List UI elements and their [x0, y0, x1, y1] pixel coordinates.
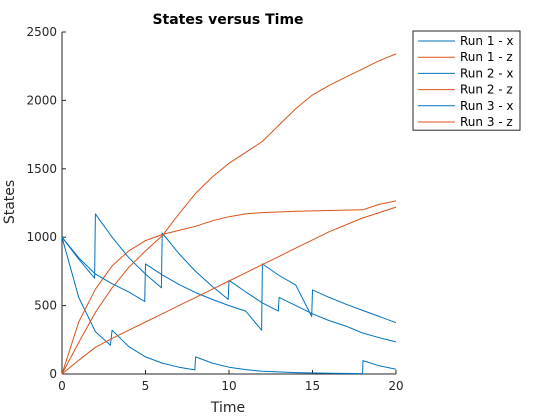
- legend-entry: Run 1 - z: [460, 50, 513, 64]
- series-line: [61, 200, 397, 375]
- y-axis-label: States: [2, 180, 18, 224]
- legend-entry: Run 3 - x: [460, 99, 514, 113]
- chart-title: States versus Time: [152, 12, 303, 28]
- y-tick-label: 1500: [26, 162, 57, 176]
- series-line: [61, 213, 397, 343]
- y-tick-label: 500: [34, 299, 57, 313]
- axes: 0 5 10 15 20 0 500 1000 1500 2000 2500: [26, 25, 403, 393]
- series-line: [61, 236, 397, 331]
- x-axis-label: Time: [210, 400, 245, 416]
- y-tick-label: 0: [49, 367, 57, 381]
- legend-box: [412, 30, 521, 131]
- legend-entry: Run 3 - z: [460, 115, 513, 129]
- legend-entry: Run 2 - z: [460, 83, 513, 97]
- legend-entry: Run 2 - x: [460, 66, 514, 80]
- series-lines: [61, 53, 397, 375]
- x-tick-label: 5: [142, 379, 150, 393]
- series-line: [61, 53, 397, 375]
- y-tick-label: 2000: [26, 93, 57, 107]
- series-line: [61, 237, 397, 375]
- x-tick-label: 15: [305, 379, 320, 393]
- x-tick-label: 10: [221, 379, 236, 393]
- x-tick-label: 0: [58, 379, 66, 393]
- y-tick-label: 2500: [26, 25, 57, 39]
- legend: Run 1 - x Run 1 - z Run 2 - x Run 2 - z Run …: [412, 30, 521, 131]
- series-line: [61, 206, 397, 375]
- legend-entry: Run 1 - x: [460, 34, 514, 48]
- x-tick-label: 20: [388, 379, 403, 393]
- y-tick-label: 1000: [26, 230, 57, 244]
